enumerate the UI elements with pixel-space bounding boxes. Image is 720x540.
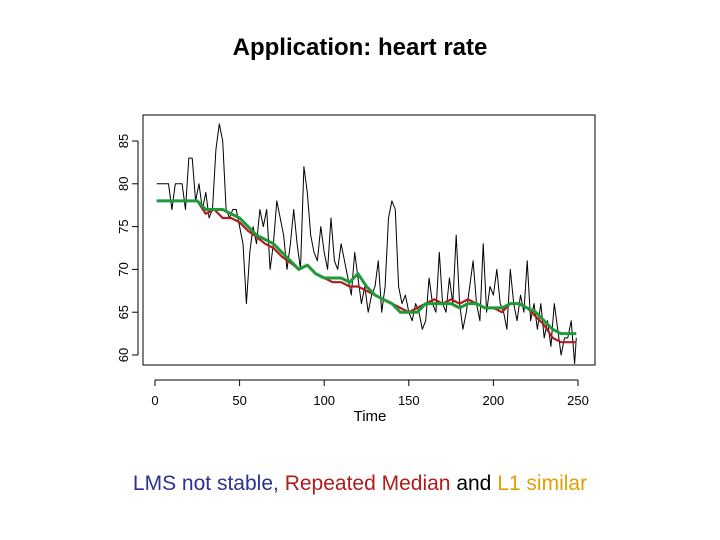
x-tick-label-250: 250 — [567, 393, 589, 408]
y-ticks: 60 65 70 75 80 85 — [116, 134, 138, 362]
x-tick-label-100: 100 — [313, 393, 335, 408]
x-tick-label-50: 50 — [232, 393, 246, 408]
x-tick-label-0: 0 — [151, 393, 158, 408]
y-tick-label-70: 70 — [116, 262, 131, 276]
caption-and: and — [456, 472, 492, 495]
caption-repeated-median: Repeated Median — [284, 472, 451, 495]
y-tick-label-80: 80 — [116, 177, 131, 191]
x-tick-label-200: 200 — [483, 393, 505, 408]
x-ticks: 0 50 100 150 200 250 — [151, 380, 589, 408]
series-layer — [156, 123, 577, 365]
y-tick-label-85: 85 — [116, 134, 131, 148]
series-line-l1 — [156, 199, 577, 336]
series-line-raw — [156, 123, 577, 365]
slide-caption: LMS not stable, Repeated Median and L1 s… — [0, 472, 720, 496]
series-line-repeated-median — [156, 199, 577, 344]
y-tick-label-65: 65 — [116, 305, 131, 319]
y-tick-label-75: 75 — [116, 219, 131, 233]
caption-l1: L1 similar — [497, 472, 588, 495]
y-tick-label-60: 60 — [116, 348, 131, 362]
x-axis-label: Time — [354, 408, 387, 425]
slide-title: Application: heart rate — [232, 34, 488, 61]
x-tick-label-150: 150 — [398, 393, 420, 408]
caption-lms: LMS not stable, — [132, 472, 279, 495]
plot-frame — [142, 114, 596, 366]
